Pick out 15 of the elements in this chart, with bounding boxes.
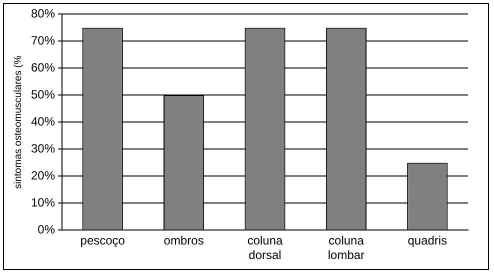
x-tick-label: pescoço	[80, 234, 126, 248]
y-tick-label: 0%	[38, 222, 56, 237]
y-tick-label: 50%	[30, 88, 56, 102]
y-tick-label: 80%	[30, 6, 56, 21]
y-tick-label: 40%	[30, 114, 56, 129]
y-tick-label: 30%	[30, 142, 56, 156]
x-tick-label: coluna lombar	[328, 234, 365, 262]
x-tick-label: quadris	[408, 234, 448, 248]
y-tick-label: 20%	[30, 168, 56, 183]
x-tick-label: ombros	[164, 234, 204, 248]
y-tick-label: 10%	[30, 196, 56, 210]
y-tick-label: 70%	[30, 34, 56, 48]
y-axis-title: sintomas osteomusculares (%	[12, 55, 24, 189]
x-tick-label: coluna dorsal	[247, 234, 284, 262]
y-tick-label: 60%	[30, 60, 56, 75]
